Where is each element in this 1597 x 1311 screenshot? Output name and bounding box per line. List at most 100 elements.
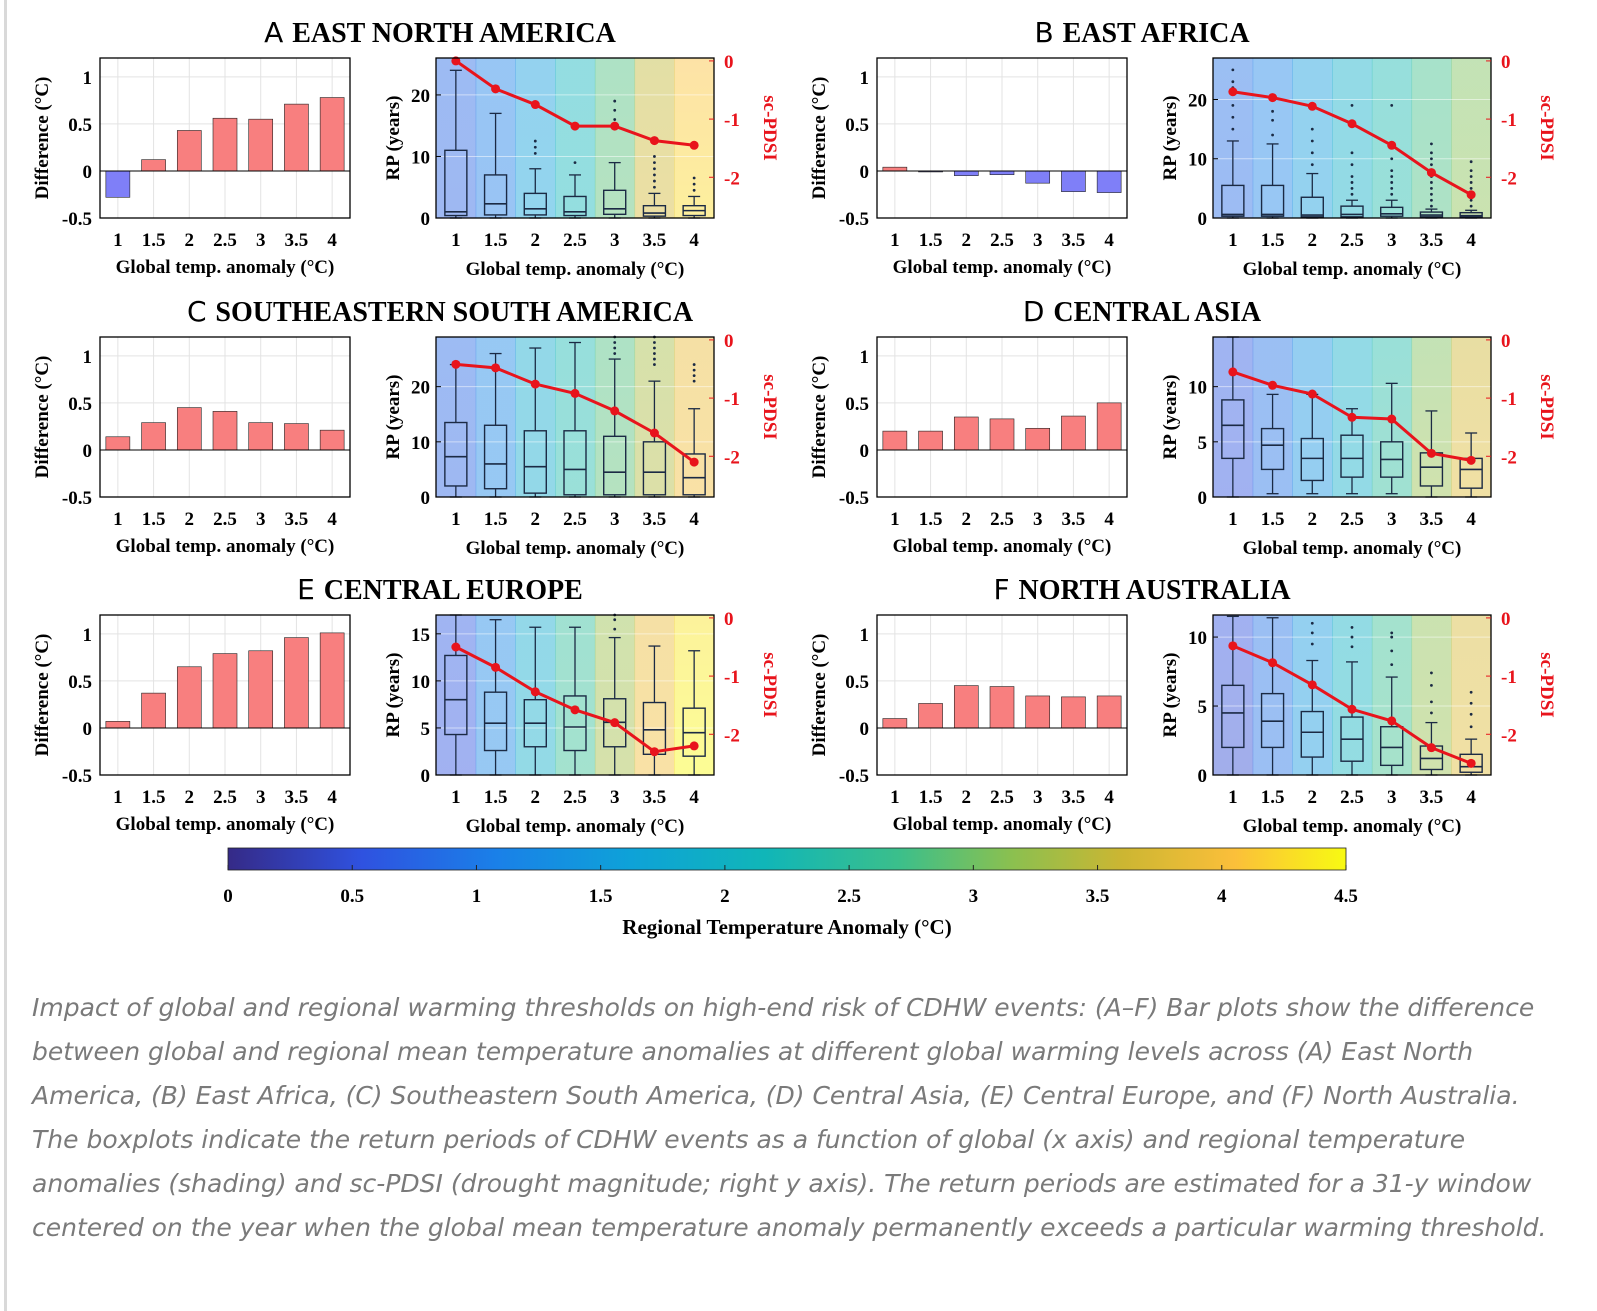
rp-y-axis-label: RP (years) xyxy=(383,96,404,181)
bar-y-tick-label: 0 xyxy=(860,162,870,183)
rp-outlier xyxy=(1350,163,1354,167)
rp-outlier xyxy=(1469,204,1473,208)
pdsi-tick-label: 0 xyxy=(1501,331,1511,352)
colorbar-tick-label: 1.5 xyxy=(589,886,613,907)
difference-bar xyxy=(1025,695,1051,729)
rp-outlier xyxy=(1430,700,1433,704)
bar-y-tick-label: -0.5 xyxy=(839,766,869,787)
rp-box xyxy=(1300,196,1324,218)
bar-x-tick-label: 2 xyxy=(185,509,195,530)
bar-axes-frame xyxy=(876,57,1128,219)
bar-x-tick-label: 1 xyxy=(890,230,900,251)
difference-bar xyxy=(248,650,274,729)
box-x-tick-label: 2 xyxy=(1308,509,1318,530)
box-x-tick-label: 2.5 xyxy=(1340,230,1364,251)
rp-y-tick-label: 0 xyxy=(421,209,431,230)
bar-x-tick-label: 2 xyxy=(185,230,195,251)
rp-box xyxy=(1380,726,1404,767)
rp-outlier xyxy=(1390,169,1394,172)
rp-outlier xyxy=(1430,157,1433,161)
rp-box xyxy=(563,195,587,217)
rp-y-tick-label: 20 xyxy=(411,378,430,399)
box-x-tick-label: 3 xyxy=(610,787,620,808)
rp-outlier xyxy=(1310,151,1314,155)
sc-pdsi-point xyxy=(1426,168,1436,178)
sc-pdsi-point xyxy=(570,705,580,715)
rp-outlier xyxy=(653,352,656,355)
sc-pdsi-point xyxy=(451,359,461,369)
rp-box xyxy=(444,421,468,487)
bar-y-tick-label: 1 xyxy=(860,68,870,89)
bar-x-tick-label: 2.5 xyxy=(213,230,237,251)
bar-y-tick-label: 1 xyxy=(83,68,93,89)
box-axes-frame xyxy=(435,614,715,776)
rp-box xyxy=(523,192,547,216)
rp-outlier xyxy=(1310,631,1314,635)
panel-title: E CENTRAL EUROPE xyxy=(297,573,583,606)
box-axes-frame xyxy=(1212,336,1492,498)
bar-x-tick-label: 3.5 xyxy=(1062,787,1086,808)
bar-y-tick-label: -0.5 xyxy=(839,209,869,230)
rp-outlier xyxy=(692,363,696,366)
sc-pdsi-point xyxy=(1426,743,1436,753)
colorbar-tick-label: 2 xyxy=(720,886,730,907)
bar-y-tick-label: 0 xyxy=(83,162,93,183)
rp-outlier xyxy=(613,99,617,103)
regional-temp-shading-band xyxy=(1451,337,1492,497)
rp-outlier xyxy=(653,363,656,366)
rp-outlier xyxy=(1350,626,1354,629)
rp-y-tick-label: 5 xyxy=(1198,433,1208,454)
bar-y-tick-label: 0.5 xyxy=(68,115,92,136)
bar-x-tick-label: 4 xyxy=(1104,230,1114,251)
rp-outlier xyxy=(653,167,656,171)
pdsi-tick-label: -2 xyxy=(724,168,740,189)
rp-box xyxy=(483,424,508,490)
rp-outlier xyxy=(1469,169,1473,172)
rp-box xyxy=(1300,437,1324,482)
box-x-tick-label: 3 xyxy=(1387,509,1397,530)
rp-y-axis-label: RP (years) xyxy=(1160,653,1181,738)
colorbar-tick-label: 3.5 xyxy=(1086,886,1110,907)
regional-temp-shading-band xyxy=(1411,58,1452,218)
difference-bar xyxy=(319,97,345,172)
rp-outlier xyxy=(1271,109,1274,113)
pdsi-tick-label: 0 xyxy=(1501,52,1511,73)
rp-outlier xyxy=(1350,186,1354,190)
sc-pdsi-point xyxy=(649,136,659,146)
panel-title: A EAST NORTH AMERICA xyxy=(264,16,617,49)
bar-x-tick-label: 2 xyxy=(962,509,972,530)
pdsi-tick-label: -1 xyxy=(724,389,740,410)
rp-outlier xyxy=(1430,151,1433,155)
sc-pdsi-point xyxy=(1228,367,1238,377)
difference-bar xyxy=(882,166,908,172)
rp-outlier xyxy=(1350,175,1354,178)
rp-outlier xyxy=(1469,198,1473,202)
box-x-tick-label: 3.5 xyxy=(1420,509,1444,530)
rp-outlier xyxy=(1310,163,1314,167)
rp-outlier xyxy=(692,182,696,186)
sc-pdsi-point xyxy=(1307,680,1317,690)
rp-y-tick-label: 5 xyxy=(1198,697,1208,718)
figure-canvas: A EAST NORTH AMERICA 1 0.5 0 -0.5 1 1.5 2 2.5 3 3.… xyxy=(32,16,1557,939)
difference-bar xyxy=(212,411,238,451)
box-axes-frame xyxy=(435,336,715,498)
bar-x-tick-label: 3.5 xyxy=(285,787,309,808)
rp-outlier xyxy=(1430,204,1433,208)
rp-outlier xyxy=(1271,118,1274,122)
panel-title: B EAST AFRICA xyxy=(1034,16,1250,49)
sc-pdsi-point xyxy=(689,457,699,467)
rp-outlier xyxy=(1469,186,1473,190)
box-x-tick-label: 2 xyxy=(531,230,541,251)
sc-pdsi-point xyxy=(649,747,659,757)
rp-outlier xyxy=(1390,157,1394,161)
bar-y-axis-label: Difference (°C) xyxy=(809,77,830,200)
rp-y-axis-label: RP (years) xyxy=(383,653,404,738)
box-x-tick-label: 1 xyxy=(1228,230,1238,251)
bar-x-tick-label: 3 xyxy=(256,230,266,251)
box-x-tick-label: 2 xyxy=(531,509,541,530)
box-x-axis-label: Global temp. anomaly (°C) xyxy=(1243,538,1462,559)
colorbar-tick-label: 3 xyxy=(969,886,979,907)
rp-outlier xyxy=(1310,127,1314,131)
bar-axes-frame xyxy=(99,57,351,219)
box-x-axis-label: Global temp. anomaly (°C) xyxy=(466,816,685,837)
